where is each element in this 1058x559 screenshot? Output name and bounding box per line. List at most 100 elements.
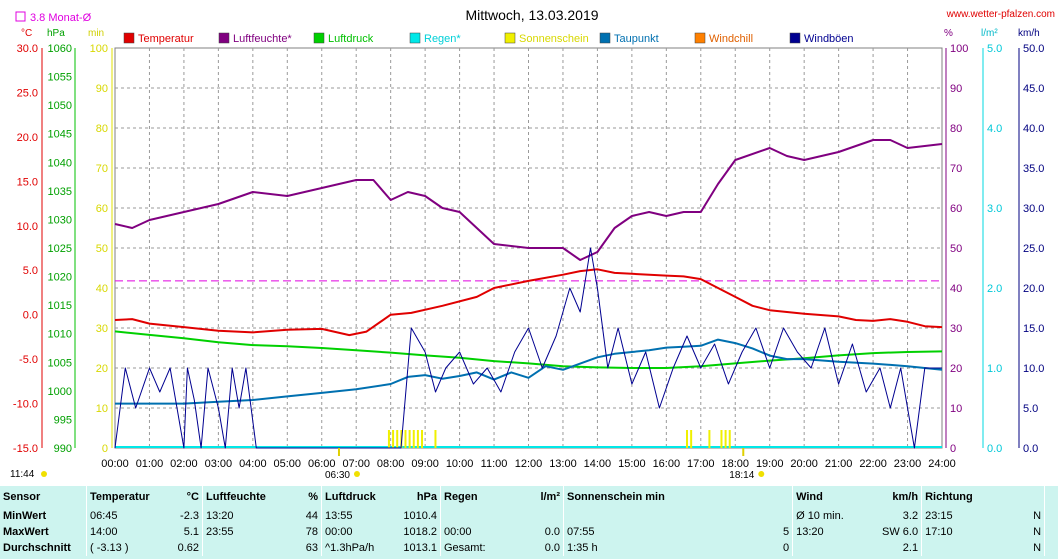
monthly-avg-label: 3.8 Monat-Ø: [30, 12, 92, 24]
source-label[interactable]: www.wetter-pfalzen.com: [946, 9, 1055, 20]
legend-swatch: [409, 32, 421, 44]
tick-label-rain: 4.0: [987, 123, 1002, 135]
chart-title: Mittwoch, 13.03.2019: [465, 7, 598, 23]
sunset-label: 18:14: [729, 470, 754, 481]
stats-cell: [734, 508, 792, 524]
x-tick-label: 08:00: [377, 458, 405, 470]
x-tick-label: 00:00: [101, 458, 129, 470]
stats-cell: 00:00: [440, 524, 517, 540]
sunset-icon: [758, 471, 765, 477]
unit-humidity: %: [944, 28, 953, 39]
stats-cell: -2.3: [180, 510, 199, 522]
stats-cell: N: [1033, 542, 1042, 554]
stats-cell: ^1.3hPa/h: [321, 540, 398, 556]
tick-label-sun: 30: [96, 323, 108, 335]
legend: Temperatur Luftfeuchte* Luftdruck Regen* Son…: [123, 32, 854, 45]
tick-label-humidity: 10: [950, 403, 962, 415]
stats-row-label: Durchschnitt: [3, 542, 71, 554]
legend-label: Taupunkt: [614, 33, 659, 45]
tick-label-sun: 90: [96, 83, 108, 95]
stats-cell: 0.62: [177, 542, 199, 554]
stats-cell: ( -3.13 ): [86, 540, 158, 556]
stats-cell: [517, 508, 564, 524]
legend-label: Windchill: [709, 33, 753, 45]
stats-cell: 00:00: [321, 524, 398, 540]
weather-chart: Mittwoch, 13.03.2019 www.wetter-pfalzen.…: [10, 7, 1055, 481]
tick-label-pressure: 990: [54, 443, 72, 455]
x-tick-label: 21:00: [825, 458, 853, 470]
tick-label-humidity: 60: [950, 203, 962, 215]
tick-label-rain: 1.0: [987, 363, 1002, 375]
series-line-taupunkt: [115, 338, 943, 405]
plot-area: [114, 47, 943, 456]
hdr-sun: Sonnenschein min: [562, 486, 793, 508]
sun-icon: [41, 471, 47, 477]
stats-cell: 17:10: [921, 524, 1019, 540]
tick-label-humidity: 80: [950, 123, 962, 135]
x-tick-label: 12:00: [515, 458, 543, 470]
hdr-wind: Wind: [792, 486, 860, 508]
tick-label-pressure: 1040: [48, 157, 72, 169]
stats-cell: 13:55: [321, 508, 398, 524]
stats-cell: 78: [305, 526, 318, 538]
legend-swatch: [789, 32, 801, 44]
stats-cell: 23:55: [202, 524, 289, 540]
legend-swatch: [123, 32, 135, 44]
stats-cell: 06:45: [86, 508, 158, 524]
tick-label-pressure: 1015: [48, 300, 72, 312]
tick-label-pressure: 1050: [48, 100, 72, 112]
x-tick-label: 24:00: [928, 458, 956, 470]
series-line-windben: [114, 247, 942, 449]
tick-label-rain: 5.0: [987, 43, 1002, 55]
tick-label-pressure: 1035: [48, 186, 72, 198]
x-tick-label: 07:00: [342, 458, 370, 470]
x-tick-label: 10:00: [446, 458, 474, 470]
tick-label-sun: 60: [96, 203, 108, 215]
hdr-humidity: Luftfeuchte: [202, 486, 289, 508]
x-tick-label: 15:00: [618, 458, 646, 470]
x-tick-label: 11:00: [481, 458, 508, 470]
tick-label-temp: -10.0: [13, 399, 38, 411]
x-tick-label: 22:00: [859, 458, 887, 470]
hdr-direction: Richtung: [921, 486, 1019, 508]
stats-cell: 1010.4: [403, 510, 437, 522]
tick-label-humidity: 100: [950, 43, 968, 55]
tick-label-wind: 25.0: [1023, 243, 1044, 255]
monthly-avg-swatch: [15, 11, 26, 22]
tick-label-pressure: 1005: [48, 357, 72, 369]
tick-label-temp: 15.0: [17, 176, 38, 188]
stats-cell: Ø 10 min.: [792, 508, 860, 524]
hdr-temp: Temperatur: [86, 486, 158, 508]
stats-cell: 44: [305, 510, 318, 522]
x-tick-label: 01:00: [136, 458, 164, 470]
stats-table: Sensor Temperatur °C Luftfeuchte % Luftd…: [0, 486, 1058, 556]
stats-row: Durchschnitt ( -3.13 ) 0.62 63 ^1.3hPa/h 1013…: [0, 540, 1058, 556]
x-tick-label: 09:00: [411, 458, 439, 470]
stats-row: MinWert 06:45 -2.3 13:20 44 13:55 1010.4 Ø 10 m…: [0, 508, 1058, 524]
tick-label-pressure: 1055: [48, 72, 72, 84]
tick-label-humidity: 20: [950, 363, 962, 375]
tick-label-temp: -5.0: [19, 354, 38, 366]
stats-cell: 13:20: [202, 508, 289, 524]
tick-label-humidity: 0: [950, 443, 956, 455]
tick-label-temp: 5.0: [23, 265, 38, 277]
stats-cell: 3.2: [902, 510, 919, 522]
tick-label-rain: 3.0: [987, 203, 1002, 215]
x-tick-label: 23:00: [894, 458, 922, 470]
tick-label-pressure: 1045: [48, 129, 72, 141]
stats-cell: [792, 540, 860, 556]
stats-cell: 0: [782, 542, 790, 554]
tick-label-sun: 10: [96, 403, 108, 415]
tick-label-temp: 20.0: [17, 132, 38, 144]
tick-label-humidity: 30: [950, 323, 962, 335]
tick-label-sun: 40: [96, 283, 108, 295]
tick-label-pressure: 1060: [48, 43, 72, 55]
legend-label: Luftdruck: [328, 33, 374, 45]
series-line-luftfeuchte: [114, 139, 943, 261]
stats-cell: [563, 508, 735, 524]
tick-label-wind: 45.0: [1023, 83, 1044, 95]
stats-cell: 23:15: [921, 508, 1019, 524]
right-axes: 10090807060504030201005.04.03.02.01.00.0…: [945, 43, 1044, 455]
unit-wind: km/h: [1018, 28, 1040, 39]
tick-label-temp: -15.0: [13, 443, 38, 455]
